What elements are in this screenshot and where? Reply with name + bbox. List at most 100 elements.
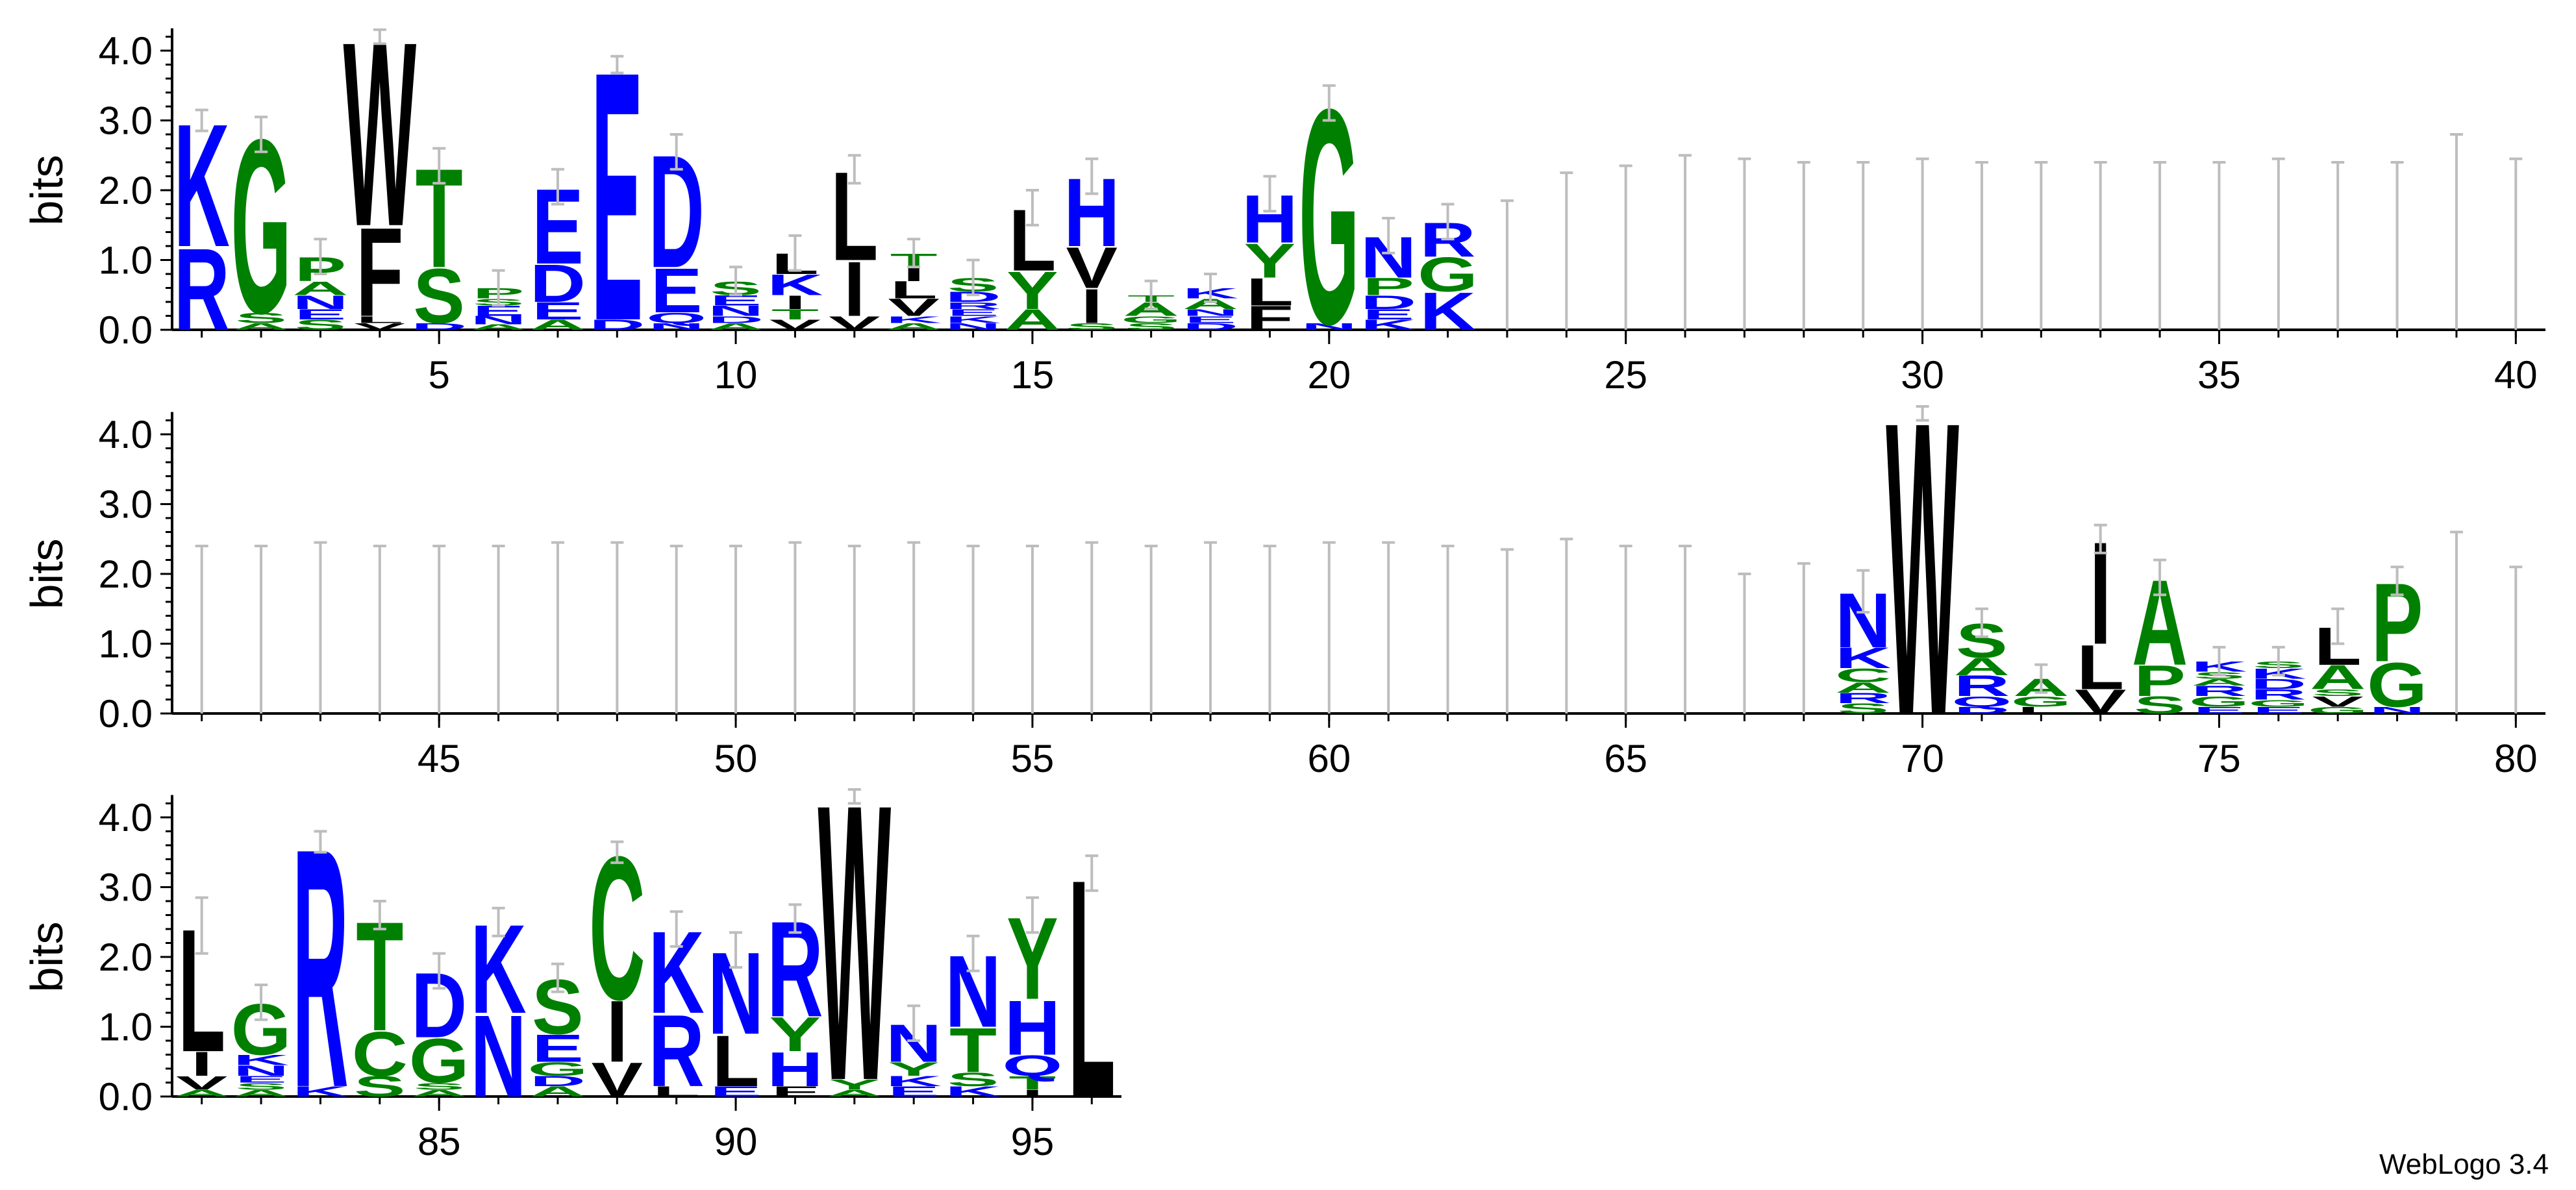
logo-column-61 <box>1382 541 1395 713</box>
logo-column-55 <box>1025 545 1039 713</box>
y-tick-label: 0.0 <box>99 692 153 736</box>
error-bar <box>1263 545 1277 713</box>
error-bar <box>314 830 327 854</box>
logo-column-64 <box>1560 538 1573 713</box>
logo-letter-I: I <box>1081 279 1103 334</box>
logo-column-75: EGRASK <box>2189 645 2249 715</box>
error-bar <box>669 133 683 171</box>
error-bar <box>1679 545 1692 713</box>
logo-letter-A: A <box>1005 304 1060 336</box>
x-tick-label: 20 <box>1307 353 1351 397</box>
y-tick-label: 2.0 <box>99 552 153 596</box>
logo-letter-E: E <box>532 1027 584 1071</box>
error-bar <box>1204 273 1218 303</box>
error-bar <box>610 55 624 75</box>
logo-letter-H: H <box>1005 985 1060 1071</box>
logo-letter-R: R <box>1954 670 2010 702</box>
error-bar <box>907 238 921 269</box>
error-bar <box>2331 607 2345 645</box>
error-bar <box>1975 607 1988 638</box>
error-bar <box>1025 189 1039 227</box>
logo-column-90: ELN <box>708 929 764 1102</box>
logo-letter-S: S <box>295 317 347 333</box>
x-tick-label: 75 <box>2197 737 2241 780</box>
error-bar <box>2449 133 2463 330</box>
y-tick-label: 3.0 <box>99 866 153 910</box>
error-bar <box>1085 157 1099 195</box>
error-bar <box>255 984 268 1021</box>
error-bar <box>1738 573 1751 713</box>
logo-letter-K: K <box>886 314 942 325</box>
logo-letter-L: L <box>653 1084 700 1100</box>
logo-letter-R: R <box>649 993 705 1108</box>
logo-column-20: NG <box>1299 46 1359 389</box>
logo-letter-S: S <box>413 253 465 340</box>
error-bar <box>1382 217 1395 254</box>
error-bar <box>492 269 505 307</box>
logo-column-32 <box>2034 161 2048 330</box>
logo-letter-A: A <box>470 323 526 331</box>
logo-column-70: W <box>1886 335 1960 802</box>
logo-column-24 <box>1560 171 1573 330</box>
logo-letter-V: V <box>354 321 406 332</box>
error-bar <box>2153 161 2167 330</box>
error-bar <box>1619 164 1632 330</box>
error-bar <box>432 952 446 990</box>
error-bar <box>788 234 802 272</box>
logo-letter-A: A <box>530 1084 586 1100</box>
logo-letter-C: C <box>352 1019 408 1089</box>
error-bar <box>788 541 802 713</box>
logo-letter-S: S <box>947 1069 999 1090</box>
x-tick-label: 70 <box>1901 737 1944 780</box>
logo-letter-S: S <box>413 1081 465 1092</box>
error-bar <box>907 1004 921 1042</box>
logo-column-12: VIL <box>829 147 881 334</box>
logo-column-88: VIC <box>589 813 645 1108</box>
logo-letter-E: E <box>947 307 999 318</box>
logo-letter-R: R <box>2251 686 2307 702</box>
error-bar <box>195 545 208 713</box>
logo-column-27 <box>1738 157 1751 330</box>
logo-letter-G: G <box>409 1026 469 1097</box>
logo-column-51 <box>788 541 802 713</box>
error-bar <box>669 910 683 948</box>
error-bar <box>1738 157 1751 330</box>
logo-column-46 <box>492 545 505 713</box>
logo-column-47 <box>551 541 564 713</box>
logo-letter-L: L <box>356 314 403 325</box>
logo-letter-D: D <box>411 321 467 332</box>
error-bar <box>1204 541 1218 713</box>
logo-letter-A: A <box>1835 680 1891 696</box>
logo-column-62 <box>1441 545 1455 713</box>
logo-letter-E: E <box>235 1074 287 1085</box>
logo-letter-N: N <box>292 291 348 313</box>
y-tick-label: 4.0 <box>99 29 153 73</box>
error-bar <box>2331 161 2345 330</box>
y-tick-label: 4.0 <box>99 796 153 839</box>
y-tick-label: 0.0 <box>99 308 153 352</box>
error-bar <box>1085 854 1099 892</box>
y-tick-label: 0.0 <box>99 1075 153 1119</box>
logo-column-56 <box>1085 541 1099 713</box>
logo-column-84: SCT <box>352 889 408 1103</box>
logo-column-33 <box>2094 161 2107 330</box>
logo-letter-I: I <box>784 291 806 313</box>
x-tick-label: 5 <box>429 353 450 397</box>
logo-letter-D: D <box>589 317 645 333</box>
error-bar <box>1144 545 1158 713</box>
logo-column-28 <box>1797 161 1810 330</box>
logo-letter-L: L <box>1246 271 1294 314</box>
logo-letter-I: I <box>1021 1088 1043 1099</box>
error-bar <box>610 541 624 713</box>
logo-letter-A: A <box>233 1088 289 1099</box>
